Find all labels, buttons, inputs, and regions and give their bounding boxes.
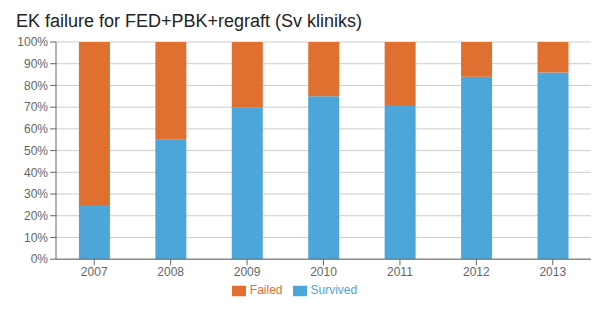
html-text:Survived: Survived — [310, 283, 358, 298]
svg-text:50%: 50% — [24, 144, 48, 158]
svg-text:2008: 2008 — [157, 265, 184, 279]
svg-text:2011: 2011 — [387, 265, 413, 279]
svg-text:70%: 70% — [24, 100, 48, 114]
svg-text:2007: 2007 — [81, 265, 108, 279]
svg-text:2013: 2013 — [539, 265, 566, 279]
html-text:Failed: Failed — [249, 283, 283, 298]
svg-text:2010: 2010 — [310, 265, 337, 279]
svg-text:60%: 60% — [24, 122, 48, 136]
svg-text:40%: 40% — [24, 166, 48, 180]
svg-text:10%: 10% — [24, 231, 48, 245]
svg-text:80%: 80% — [24, 79, 48, 93]
svg-text:0%: 0% — [31, 252, 49, 266]
svg-text:100%: 100% — [17, 35, 48, 49]
svg-text:2009: 2009 — [234, 265, 261, 279]
svg-text:20%: 20% — [24, 209, 48, 223]
html-text:EK failure for FED+PBK+regraft: EK failure for FED+PBK+regraft (Sv klini… — [16, 11, 363, 31]
svg-text:2012: 2012 — [463, 265, 490, 279]
svg-text:30%: 30% — [24, 187, 48, 201]
svg-text:90%: 90% — [24, 57, 48, 71]
